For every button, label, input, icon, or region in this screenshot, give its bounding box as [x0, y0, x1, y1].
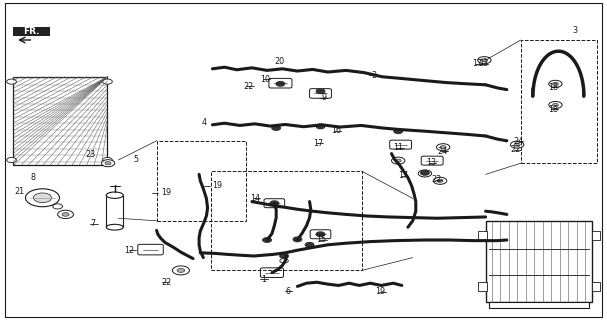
Circle shape — [549, 80, 562, 87]
Circle shape — [33, 193, 52, 203]
Text: 21: 21 — [14, 188, 24, 196]
Text: 3: 3 — [573, 26, 578, 35]
Text: 16: 16 — [331, 126, 341, 135]
Circle shape — [272, 126, 280, 130]
Circle shape — [394, 129, 402, 133]
Text: 22: 22 — [243, 82, 254, 91]
FancyBboxPatch shape — [421, 156, 443, 165]
Circle shape — [418, 170, 432, 177]
Circle shape — [478, 57, 491, 64]
Circle shape — [105, 162, 111, 165]
Text: 11: 11 — [394, 143, 404, 152]
Text: 8: 8 — [30, 173, 35, 182]
Circle shape — [305, 243, 314, 247]
FancyBboxPatch shape — [390, 140, 412, 149]
Bar — [478, 282, 487, 291]
Text: 12: 12 — [124, 246, 135, 255]
Bar — [106, 195, 123, 227]
Circle shape — [58, 210, 73, 219]
Text: 20: 20 — [274, 57, 284, 66]
Circle shape — [62, 212, 69, 216]
Text: 24: 24 — [513, 137, 523, 146]
FancyBboxPatch shape — [138, 244, 163, 255]
Circle shape — [7, 157, 16, 163]
FancyBboxPatch shape — [260, 268, 283, 277]
Bar — [486, 221, 592, 302]
Circle shape — [103, 157, 112, 163]
Text: 2: 2 — [371, 71, 376, 80]
Text: 22: 22 — [510, 145, 521, 154]
Text: 17: 17 — [398, 172, 408, 180]
Bar — [489, 302, 589, 308]
Bar — [592, 231, 600, 240]
Circle shape — [421, 171, 429, 175]
Circle shape — [103, 79, 112, 84]
Circle shape — [53, 204, 63, 209]
Circle shape — [514, 143, 520, 146]
Text: 7: 7 — [91, 220, 96, 228]
Circle shape — [7, 79, 16, 84]
Bar — [13, 77, 107, 165]
Text: 4: 4 — [202, 118, 206, 127]
Circle shape — [552, 103, 558, 107]
Text: 14: 14 — [250, 194, 260, 203]
Text: 23: 23 — [478, 60, 488, 68]
Text: 17: 17 — [313, 139, 323, 148]
Circle shape — [440, 146, 446, 149]
Text: 15: 15 — [316, 236, 327, 244]
Circle shape — [549, 101, 562, 108]
Circle shape — [25, 189, 59, 207]
Bar — [592, 282, 600, 291]
Text: 9: 9 — [322, 93, 327, 102]
Text: 22: 22 — [161, 278, 172, 287]
FancyBboxPatch shape — [264, 199, 285, 208]
Circle shape — [280, 259, 288, 263]
Text: 24: 24 — [438, 147, 448, 156]
Circle shape — [437, 179, 443, 182]
Text: 19: 19 — [161, 188, 171, 197]
Circle shape — [436, 144, 450, 151]
Circle shape — [481, 59, 487, 62]
Circle shape — [316, 232, 325, 236]
Circle shape — [177, 268, 185, 272]
Circle shape — [422, 172, 428, 175]
Text: 5: 5 — [134, 156, 138, 164]
Circle shape — [293, 237, 302, 242]
Circle shape — [510, 141, 524, 148]
Text: 18: 18 — [549, 105, 558, 114]
Text: 22: 22 — [432, 175, 442, 184]
Bar — [478, 231, 487, 240]
Text: 18: 18 — [549, 83, 558, 92]
FancyBboxPatch shape — [269, 78, 292, 88]
Circle shape — [316, 89, 325, 93]
Circle shape — [552, 82, 558, 85]
Text: 19: 19 — [212, 181, 223, 190]
FancyBboxPatch shape — [310, 230, 331, 239]
Circle shape — [276, 82, 285, 86]
Text: FR.: FR. — [23, 27, 40, 36]
Circle shape — [433, 177, 447, 184]
Circle shape — [316, 124, 325, 129]
Circle shape — [172, 266, 189, 275]
Bar — [13, 27, 50, 36]
Circle shape — [270, 201, 279, 205]
Ellipse shape — [106, 224, 123, 230]
Text: 13: 13 — [426, 158, 436, 167]
Text: 23: 23 — [86, 150, 96, 159]
FancyBboxPatch shape — [310, 89, 331, 98]
Circle shape — [392, 157, 405, 164]
Circle shape — [263, 238, 271, 242]
Circle shape — [101, 160, 115, 167]
Circle shape — [280, 254, 288, 258]
Ellipse shape — [106, 192, 123, 198]
Text: 17: 17 — [472, 60, 483, 68]
Text: 1: 1 — [261, 275, 266, 284]
Text: 19: 19 — [375, 287, 385, 296]
Circle shape — [395, 159, 401, 162]
Text: 6: 6 — [285, 287, 290, 296]
Text: 10: 10 — [260, 75, 270, 84]
